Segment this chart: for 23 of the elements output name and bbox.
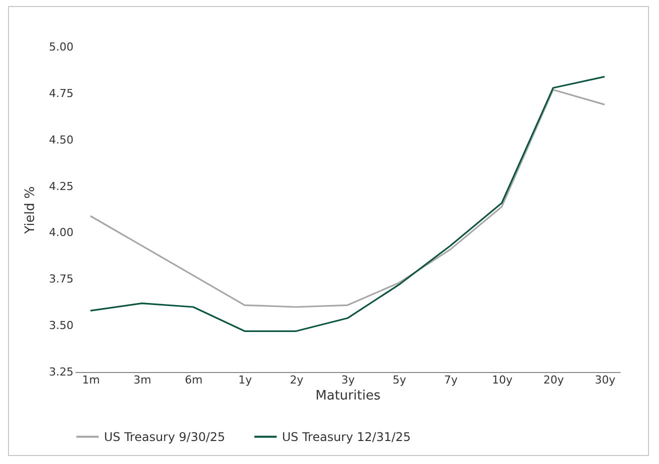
x-tick-label: 5y [392,374,407,386]
x-tick-label: 3y [341,374,356,386]
x-tick-label: 10y [492,374,513,386]
x-tick-label: 1m [82,374,100,386]
legend-label: US Treasury 12/31/25 [282,430,411,444]
y-tick-label: 4.50 [49,133,74,146]
x-tick-label: 1y [238,374,252,386]
x-tick-label: 3m [133,374,152,386]
x-tick-label: 6m [184,374,203,386]
y-tick-label: 4.00 [49,226,74,240]
y-axis-title: Yield % [23,186,38,235]
x-tick-label: 30y [594,374,616,386]
y-tick-label: 3.75 [49,272,74,286]
y-tick-label: 4.75 [49,86,74,100]
y-tick-label: 4.25 [49,180,74,193]
legend-label: US Treasury 9/30/25 [104,430,226,444]
y-tick-label: 5.00 [49,40,74,54]
y-tick-label: 3.50 [49,319,74,332]
x-axis-title: Maturities [316,388,381,404]
x-tick-label: 7y [444,374,458,386]
x-tick-label: 20y [543,374,564,386]
y-tick-label: 3.25 [49,366,74,378]
x-tick-label: 2y [290,374,304,386]
